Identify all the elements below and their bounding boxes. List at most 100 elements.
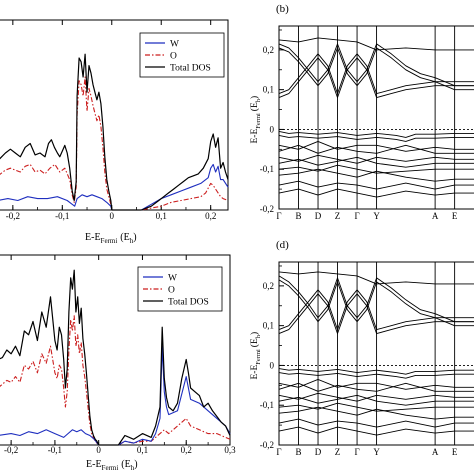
kpoint-label: Y xyxy=(373,211,380,221)
x-axis-title-part: Fermi xyxy=(102,464,119,472)
legend-label: W xyxy=(170,40,179,50)
x-axis-title-part: (E xyxy=(121,459,130,470)
y-tick-label: 0 xyxy=(270,360,275,370)
x-axis-title-part: ) xyxy=(134,459,137,470)
x-axis-title-part: E-E xyxy=(85,232,101,243)
x-axis-title-part: h xyxy=(131,464,135,472)
legend-label: O xyxy=(170,52,177,62)
x-axis-title-part: ) xyxy=(133,232,136,243)
series-line-o xyxy=(0,76,229,211)
series-line-o xyxy=(0,315,231,446)
y-axis-title-part: ) xyxy=(249,96,260,99)
series-line-w xyxy=(0,345,231,446)
band-line xyxy=(278,168,474,182)
kpoint-label: Z xyxy=(335,211,341,221)
y-axis-title-part: Fermi xyxy=(255,113,262,129)
kpoint-label: E xyxy=(452,447,458,457)
band-line xyxy=(278,57,474,99)
x-tick-label: 0 xyxy=(110,211,115,221)
x-tick-label: 0,2 xyxy=(181,445,192,455)
y-axis-title: E-EFermi (Eh) xyxy=(249,96,262,144)
y-tick-label: -0,2 xyxy=(260,204,274,214)
band-line xyxy=(278,180,474,190)
dos-panel-top: -0,2 -0,1 0 0,1 0,2 WO Total DOS E-EFermi (Eh) xyxy=(0,19,229,245)
legend-label: Total DOS xyxy=(168,298,209,308)
y-axis-title-part: (E xyxy=(249,338,260,347)
kpoint-label: Γ xyxy=(354,211,359,221)
y-axis-title-part: ) xyxy=(249,332,260,335)
kpoint-label: Γ xyxy=(354,447,359,457)
legend-box xyxy=(137,266,223,312)
plot-frame xyxy=(278,261,474,446)
y-axis-title: E-EFermi (Eh) xyxy=(249,332,262,380)
kpoint-label: B xyxy=(296,447,302,457)
band-line xyxy=(278,378,474,390)
x-axis-title-part: Fermi xyxy=(101,237,118,245)
legend-box xyxy=(139,32,225,78)
x-tick-label: 0,1 xyxy=(156,211,167,221)
x-axis-title: E-EFermi (Eh) xyxy=(85,232,137,245)
y-tick-label: -0,2 xyxy=(260,440,274,450)
band-line xyxy=(278,144,474,154)
band-line xyxy=(278,293,474,335)
y-axis-title-part: E-E xyxy=(250,365,260,380)
y-tick-label: 0,2 xyxy=(263,281,274,291)
kpoint-label: Γ xyxy=(276,447,281,457)
band-panel-b: -0,2 -0,1 0 0,1 0,2 Γ B D Z Γ Y A E (b) E-EFermi (Eh) xyxy=(249,3,474,221)
kpoint-label: Y xyxy=(373,447,380,457)
x-axis-title-part: (E xyxy=(120,232,129,243)
legend-label: Total DOS xyxy=(170,64,211,74)
dos-panel-bottom: -0,2 -0,1 0 0,1 0,2 0,3 WO Total DOS E-EFermi (Eh… xyxy=(0,254,236,472)
panel-label: (b) xyxy=(276,3,289,15)
x-tick-label: -0,2 xyxy=(6,211,20,221)
band-line xyxy=(278,289,474,331)
band-line xyxy=(278,53,474,95)
kpoint-label: D xyxy=(315,447,322,457)
kpoint-label: E xyxy=(452,211,458,221)
band-line xyxy=(278,394,474,406)
y-tick-label: -0,1 xyxy=(260,164,274,174)
band-line xyxy=(278,164,474,174)
y-tick-label: 0,1 xyxy=(263,321,274,331)
y-axis-title-part: h xyxy=(255,98,262,102)
x-axis-title-part: h xyxy=(130,237,134,245)
band-line xyxy=(278,130,474,138)
legend-label: W xyxy=(168,274,177,284)
kpoint-label: D xyxy=(315,211,322,221)
y-axis-title-part: (E xyxy=(249,102,260,111)
series-line-total-dos xyxy=(0,53,229,211)
y-tick-label: 0,1 xyxy=(263,85,274,95)
y-axis-title-part: h xyxy=(255,334,262,338)
plot-frame xyxy=(278,25,474,210)
y-axis-title-part: E-E xyxy=(250,129,260,144)
y-tick-label: -0,1 xyxy=(260,400,274,410)
y-axis-title-part: Fermi xyxy=(255,349,262,365)
x-tick-label: 0,3 xyxy=(224,445,236,455)
x-axis-title-part: E-E xyxy=(86,459,102,470)
x-tick-label: 0,2 xyxy=(205,211,216,221)
band-line xyxy=(278,37,474,51)
kpoint-label: A xyxy=(432,447,439,457)
band-line xyxy=(278,418,474,428)
band-line xyxy=(278,134,474,142)
x-tick-label: -0,2 xyxy=(4,445,18,455)
band-line xyxy=(278,382,474,392)
x-tick-label: 0,1 xyxy=(137,445,148,455)
panel-label: (d) xyxy=(276,239,289,251)
band-line xyxy=(278,271,474,285)
x-tick-label: 0 xyxy=(96,445,101,455)
band-line xyxy=(278,368,474,375)
band-panel-d: -0,2 -0,1 0 0,1 0,2 Γ B D Z Γ Y A E (d) E-EFermi (Eh) xyxy=(249,239,474,457)
series-line-total-dos xyxy=(0,269,231,446)
kpoint-label: Z xyxy=(335,447,341,457)
band-line xyxy=(278,140,474,152)
kpoint-label: A xyxy=(432,211,439,221)
band-line xyxy=(278,406,474,420)
legend-label: O xyxy=(168,286,175,296)
x-tick-label: -0,1 xyxy=(55,211,69,221)
band-line xyxy=(278,372,474,379)
band-line xyxy=(278,426,474,436)
x-axis-title: E-EFermi (Eh) xyxy=(86,459,138,472)
kpoint-label: Γ xyxy=(276,211,281,221)
